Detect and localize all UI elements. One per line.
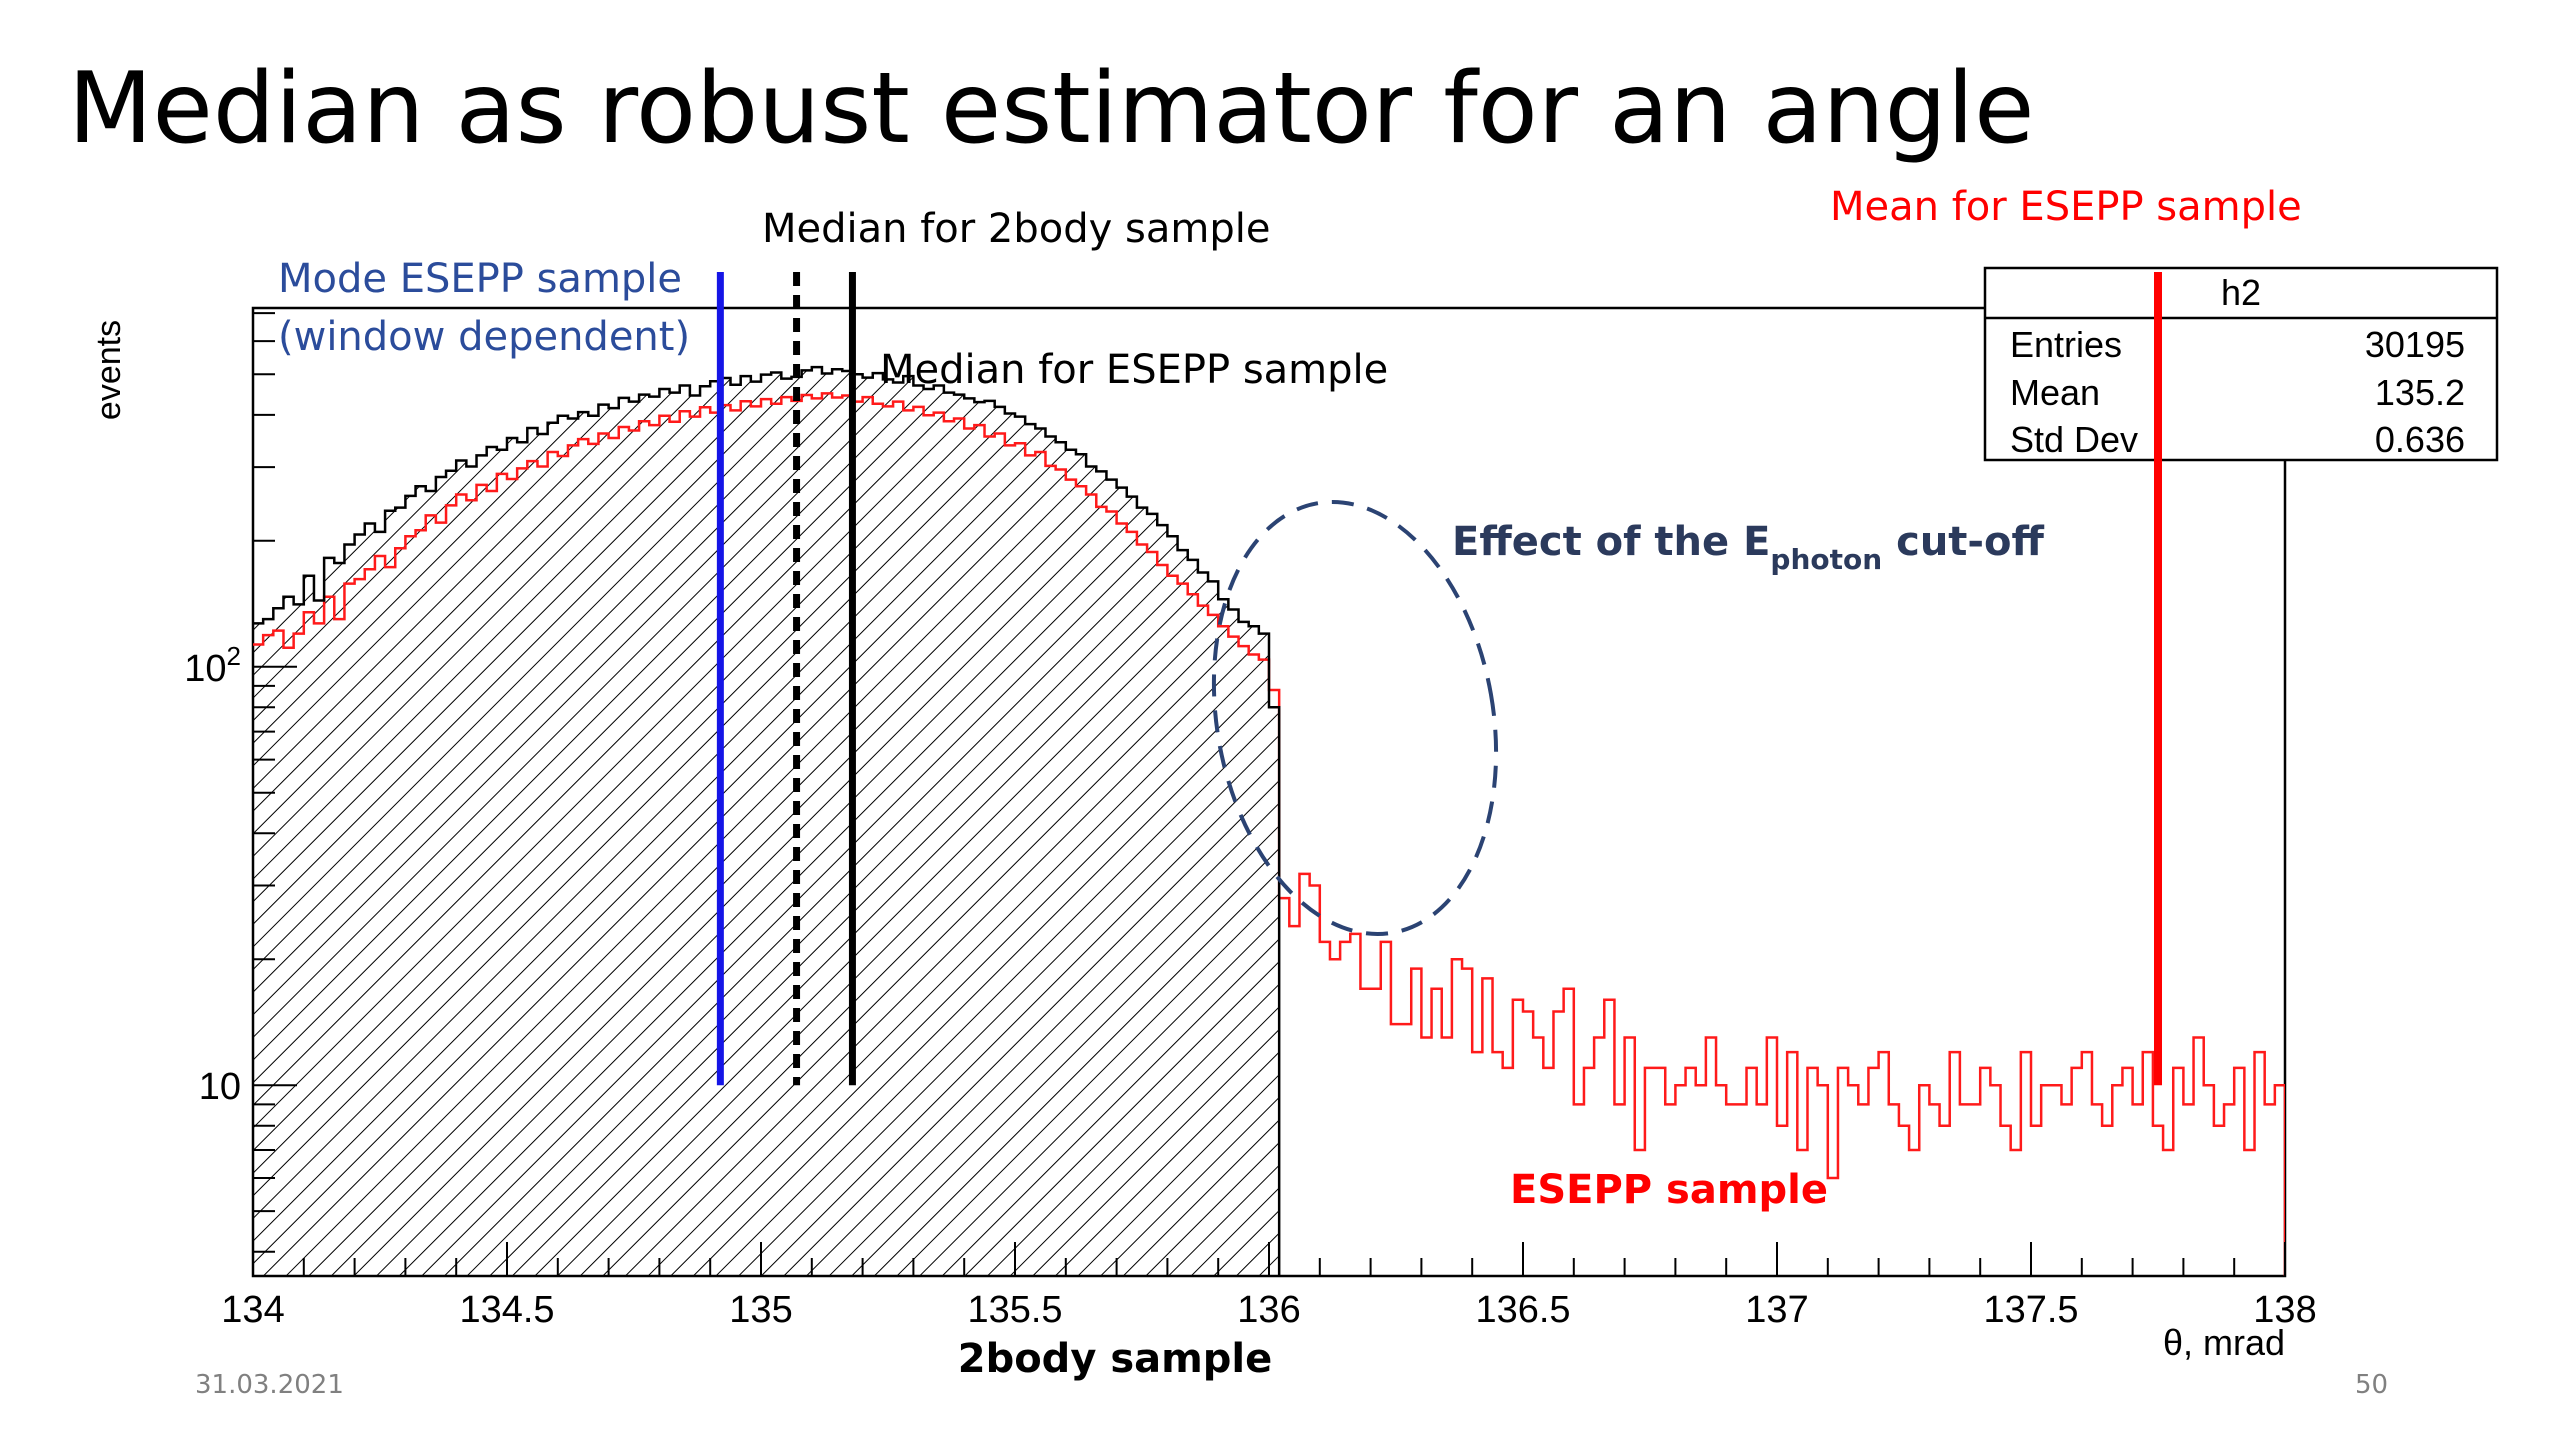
cutoff-annotation: Effect of the Ephoton cut-off [1452,519,2045,576]
stats-value-mean: 135.2 [2375,372,2465,413]
x-tick-label: 134 [221,1289,284,1331]
y-tick-label: 10 [199,1066,241,1108]
hist-2body-line [253,365,1281,1276]
footer-page-number: 50 [2355,1370,2389,1400]
y-tick-label: 102 [184,641,241,690]
median-2body-annotation: Median for 2body sample [762,206,1270,252]
stats-label-entries: Entries [2010,324,2122,365]
stats-label-stddev: Std Dev [2010,419,2138,460]
hist-2body-fill [253,367,1280,1276]
stats-box: h2 Entries 30195 Mean 135.2 Std Dev 0.63… [1983,266,2499,462]
y-axis-label: events [90,320,128,420]
cutoff-annotation-pre: Effect of the E [1452,519,1770,565]
mean-esepp-annotation: Mean for ESEPP sample [1830,184,2302,230]
stats-value-entries: 30195 [2365,324,2465,365]
x-axis-label-2body: 2body sample [958,1336,1273,1382]
stats-label-mean: Mean [2010,372,2100,413]
footer-date: 31.03.2021 [195,1370,344,1400]
x-tick-label: 134.5 [459,1289,554,1331]
y-axis-ticks: 10 102 [184,312,297,1253]
stats-title: h2 [2221,272,2261,313]
x-tick-label: 138 [2253,1289,2316,1331]
esepp-sample-label: ESEPP sample [1510,1167,1828,1213]
cutoff-ellipse [1211,499,1499,937]
mode-annotation-line2: (window dependent) [278,314,690,360]
vertical-markers [716,272,856,1086]
cutoff-annotation-sub: photon [1770,543,1882,576]
x-tick-label: 136 [1237,1289,1300,1331]
median-esepp-annotation: Median for ESEPP sample [880,347,1388,393]
x-tick-label: 137 [1745,1289,1808,1331]
slide-title: Median as robust estimator for an angle [68,52,2035,166]
x-tick-label: 136.5 [1475,1289,1570,1331]
x-axis-label: θ, mrad [2163,1322,2285,1363]
x-tick-label: 137.5 [1983,1289,2078,1331]
x-tick-label: 135 [729,1289,792,1331]
stats-value-stddev: 0.636 [2375,419,2465,460]
x-axis-ticks: 134 134.5 135 135.5 136 136.5 137 137.5 138 [221,1242,2317,1331]
x-tick-label: 135.5 [967,1289,1062,1331]
cutoff-annotation-post: cut-off [1882,519,2044,565]
hist-esepp-line [253,392,2285,1276]
mode-annotation-line1: Mode ESEPP sample [278,256,682,302]
